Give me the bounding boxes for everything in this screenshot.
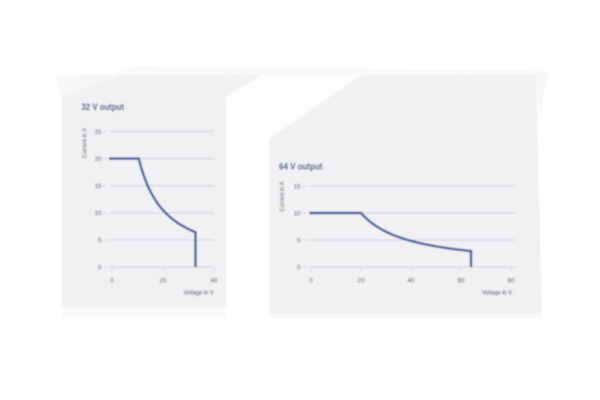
svg-text:5: 5: [98, 237, 102, 244]
svg-text:0: 0: [110, 278, 114, 285]
svg-text:40: 40: [408, 278, 415, 285]
svg-text:5: 5: [297, 237, 301, 244]
svg-text:10: 10: [294, 210, 301, 217]
svg-text:Voltage in V: Voltage in V: [482, 290, 512, 297]
svg-text:Voltage in V: Voltage in V: [184, 290, 214, 297]
svg-text:10: 10: [95, 210, 102, 217]
svg-text:Current in A: Current in A: [279, 181, 286, 211]
svg-text:32 V output: 32 V output: [82, 102, 125, 113]
svg-text:64 V output: 64 V output: [279, 162, 323, 173]
svg-text:25: 25: [95, 129, 102, 136]
svg-text:20: 20: [160, 278, 167, 285]
svg-text:0: 0: [309, 278, 313, 285]
svg-text:15: 15: [294, 183, 301, 190]
svg-text:20: 20: [95, 156, 102, 163]
svg-text:0: 0: [297, 264, 301, 271]
svg-text:80: 80: [508, 278, 515, 285]
svg-text:40: 40: [211, 278, 218, 285]
svg-text:Current in A: Current in A: [82, 128, 89, 158]
svg-text:0: 0: [98, 264, 102, 271]
svg-text:20: 20: [358, 278, 365, 285]
svg-text:15: 15: [95, 183, 102, 190]
svg-text:60: 60: [458, 278, 465, 285]
